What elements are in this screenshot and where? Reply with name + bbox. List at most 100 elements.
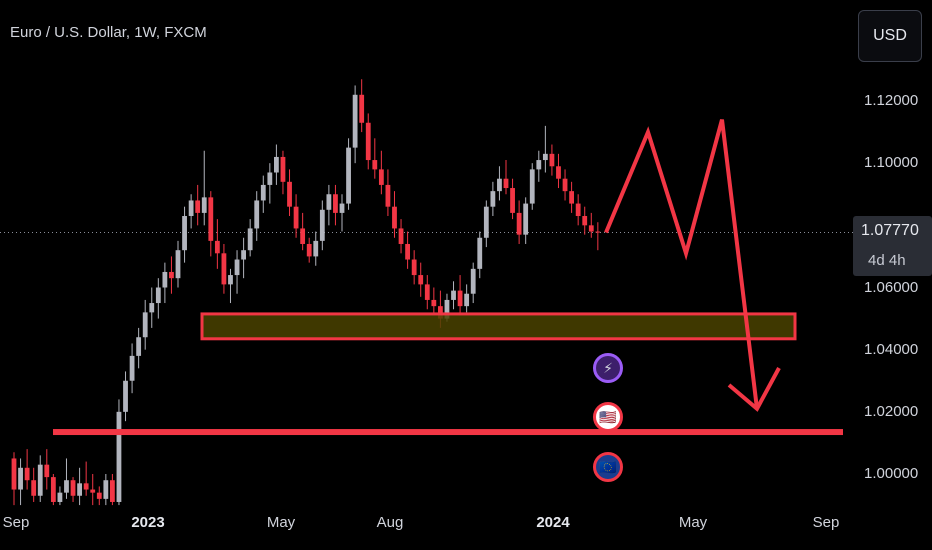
candle bbox=[234, 250, 240, 294]
candle bbox=[313, 231, 319, 266]
candle bbox=[385, 169, 391, 217]
candle bbox=[136, 327, 142, 369]
candle bbox=[195, 184, 201, 226]
projection-path[interactable] bbox=[604, 119, 759, 409]
symbol-title: Euro / U.S. Dollar, 1W, FXCM bbox=[10, 24, 207, 41]
candle bbox=[398, 219, 404, 254]
candle bbox=[247, 219, 253, 257]
candle bbox=[37, 455, 43, 502]
drawing-layer bbox=[53, 119, 843, 436]
price-tick-label: 1.06000 bbox=[864, 278, 919, 296]
candle bbox=[24, 449, 30, 490]
candle bbox=[523, 197, 529, 244]
candle bbox=[457, 275, 463, 316]
candle bbox=[497, 166, 502, 201]
candle bbox=[424, 275, 430, 310]
candle bbox=[50, 474, 56, 506]
candle bbox=[274, 144, 279, 185]
lightning-icon[interactable]: ⚡ bbox=[593, 353, 623, 383]
time-tick-label: 2024 bbox=[536, 514, 570, 531]
time-tick-label: Aug bbox=[376, 514, 404, 531]
candle bbox=[372, 138, 378, 179]
candle bbox=[333, 184, 338, 226]
candle bbox=[201, 150, 207, 226]
candle bbox=[582, 206, 588, 235]
bar-countdown: 4d 4h bbox=[868, 252, 906, 269]
candle bbox=[575, 194, 581, 226]
candle bbox=[208, 191, 214, 257]
candle bbox=[464, 284, 470, 313]
candle bbox=[378, 150, 384, 195]
candle bbox=[241, 237, 246, 279]
candle bbox=[221, 243, 227, 294]
candle bbox=[267, 163, 273, 204]
candle bbox=[155, 278, 161, 319]
price-tick-label: 1.02000 bbox=[864, 402, 919, 420]
candle bbox=[306, 237, 312, 263]
candle bbox=[11, 452, 17, 506]
price-tick-label: 1.00000 bbox=[864, 465, 919, 482]
candle bbox=[418, 262, 424, 297]
candle bbox=[18, 458, 23, 506]
candle bbox=[57, 486, 63, 506]
support-zone-rectangle[interactable] bbox=[200, 312, 797, 341]
eu-flag-icon[interactable]: 🇪🇺 bbox=[593, 452, 623, 482]
candle bbox=[70, 477, 76, 502]
time-tick-label: Sep bbox=[2, 514, 30, 531]
candle bbox=[149, 287, 155, 328]
candle bbox=[214, 219, 220, 269]
candle bbox=[569, 181, 574, 213]
candle bbox=[110, 474, 115, 506]
price-tick-label: 1.04000 bbox=[864, 340, 919, 358]
last-price-value: 1.07770 bbox=[861, 222, 919, 239]
candle bbox=[470, 262, 476, 304]
candle bbox=[129, 343, 135, 394]
candle bbox=[188, 194, 194, 229]
candle bbox=[490, 181, 496, 217]
candle bbox=[339, 194, 345, 232]
candle bbox=[542, 125, 548, 173]
candle bbox=[503, 160, 509, 195]
candle bbox=[529, 163, 535, 210]
candle bbox=[588, 212, 594, 238]
candle bbox=[162, 262, 168, 304]
last-price-tag: 1.07770 4d 4h bbox=[853, 216, 932, 276]
candle bbox=[556, 153, 561, 189]
candlestick-series bbox=[11, 79, 601, 506]
currency-button[interactable]: USD bbox=[858, 10, 922, 62]
candle bbox=[293, 194, 299, 238]
candle bbox=[411, 250, 417, 285]
candle bbox=[182, 206, 187, 263]
candle bbox=[300, 212, 306, 251]
candle bbox=[228, 268, 233, 304]
candle bbox=[392, 191, 397, 238]
candle bbox=[326, 184, 332, 226]
candle bbox=[77, 467, 82, 506]
candle bbox=[431, 287, 437, 316]
candle bbox=[510, 178, 515, 220]
candle bbox=[319, 200, 325, 251]
candle bbox=[260, 175, 266, 213]
time-tick-label: May bbox=[266, 514, 296, 531]
candle bbox=[483, 200, 489, 248]
candle bbox=[346, 138, 351, 210]
candle bbox=[96, 486, 102, 506]
candle bbox=[116, 399, 122, 506]
candle bbox=[352, 85, 358, 164]
us-flag-icon[interactable]: 🇺🇸 bbox=[593, 402, 623, 432]
price-tick-label: 1.10000 bbox=[864, 154, 919, 172]
time-tick-label: May bbox=[678, 514, 708, 531]
candle bbox=[175, 240, 181, 288]
support-line[interactable] bbox=[53, 429, 843, 436]
candle bbox=[562, 169, 568, 201]
time-tick-label: Sep bbox=[812, 514, 840, 531]
candle bbox=[254, 191, 260, 241]
time-tick-label: 2023 bbox=[131, 514, 165, 531]
candle bbox=[44, 449, 50, 490]
price-tick-label: 1.12000 bbox=[864, 92, 919, 109]
candle bbox=[549, 144, 555, 176]
candle bbox=[536, 150, 542, 182]
candle bbox=[123, 371, 128, 422]
candle bbox=[451, 281, 456, 310]
